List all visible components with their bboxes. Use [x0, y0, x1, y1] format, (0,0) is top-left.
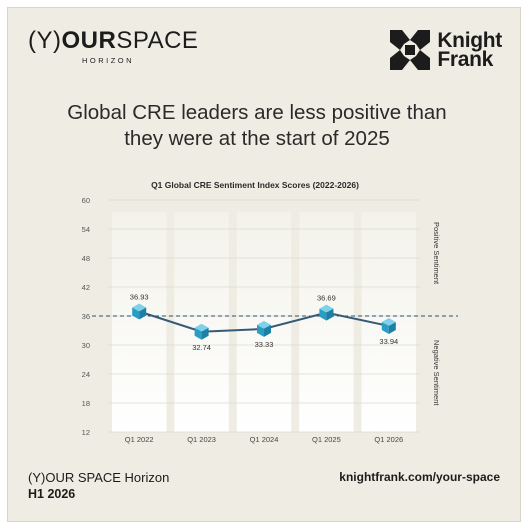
x-tick-label: Q1 2024 — [250, 435, 279, 444]
column-bands — [112, 212, 416, 432]
x-tick-label: Q1 2026 — [374, 435, 403, 444]
footer-left: (Y)OUR SPACE Horizon H1 2026 — [28, 470, 169, 502]
x-tick-label: Q1 2023 — [187, 435, 216, 444]
value-label: 33.33 — [255, 340, 274, 349]
footer-url[interactable]: knightfrank.com/your-space — [339, 470, 500, 484]
column-band — [299, 212, 354, 432]
data-point-marker — [194, 323, 209, 340]
y-tick-label: 24 — [82, 370, 90, 379]
column-band — [174, 212, 229, 432]
footer-edition: H1 2026 — [28, 487, 76, 501]
data-point-marker — [381, 317, 396, 334]
value-label: 33.94 — [379, 337, 398, 346]
y-tick-label: 60 — [82, 196, 90, 205]
logo-our: OUR — [61, 27, 117, 54]
y-tick-label: 54 — [82, 225, 90, 234]
knight-frank-logo: Knight Frank — [390, 30, 502, 70]
chart-title: Q1 Global CRE Sentiment Index Scores (20… — [151, 180, 359, 190]
headline-line1: Global CRE leaders are less positive tha… — [67, 101, 447, 124]
y-tick-label: 12 — [82, 428, 90, 437]
data-point-marker — [132, 303, 147, 320]
logo-open-paren: ( — [28, 27, 37, 54]
headline: Global CRE leaders are less positive tha… — [20, 100, 494, 152]
footer-title: (Y)OUR SPACE Horizon — [28, 470, 170, 485]
positive-sentiment-label: Positive Sentiment — [432, 222, 441, 285]
logo-close-paren: ) — [53, 27, 62, 54]
knight-frank-emblem-icon — [390, 30, 431, 70]
logo-y: Y — [36, 27, 54, 54]
x-tick-label: Q1 2025 — [312, 435, 341, 444]
y-tick-label: 48 — [82, 254, 90, 263]
yourspace-logo: (Y)OURSPACE HORIZON — [28, 27, 199, 66]
y-tick-labels: 12 18 24 30 36 42 48 54 60 — [82, 196, 90, 437]
y-tick-label: 42 — [82, 283, 90, 292]
data-markers — [132, 303, 396, 340]
x-tick-label: Q1 2022 — [125, 435, 154, 444]
column-band — [112, 212, 167, 432]
headline-line2: they were at the start of 2025 — [124, 127, 390, 150]
knight-frank-line1: Knight — [437, 29, 502, 52]
y-tick-label: 18 — [82, 399, 90, 408]
value-labels: 36.93 32.74 33.33 36.69 33.94 — [130, 293, 398, 352]
negative-sentiment-label: Negative Sentiment — [432, 340, 441, 406]
gridlines — [108, 199, 420, 433]
y-tick-label: 30 — [82, 341, 90, 350]
value-label: 36.69 — [317, 294, 336, 303]
knight-frank-line2: Frank — [437, 48, 493, 71]
x-tick-labels: Q1 2022 Q1 2023 Q1 2024 Q1 2025 Q1 2026 — [125, 435, 403, 444]
logo-horizon: HORIZON — [81, 56, 135, 65]
data-point-marker — [257, 320, 271, 337]
value-label: 32.74 — [192, 343, 211, 352]
sentiment-side-labels: Positive Sentiment Negative Sentiment — [432, 222, 441, 406]
logo-space: SPACE — [116, 27, 199, 54]
y-tick-label: 36 — [82, 312, 90, 321]
data-point-marker — [319, 304, 334, 321]
value-label: 36.93 — [130, 293, 149, 302]
